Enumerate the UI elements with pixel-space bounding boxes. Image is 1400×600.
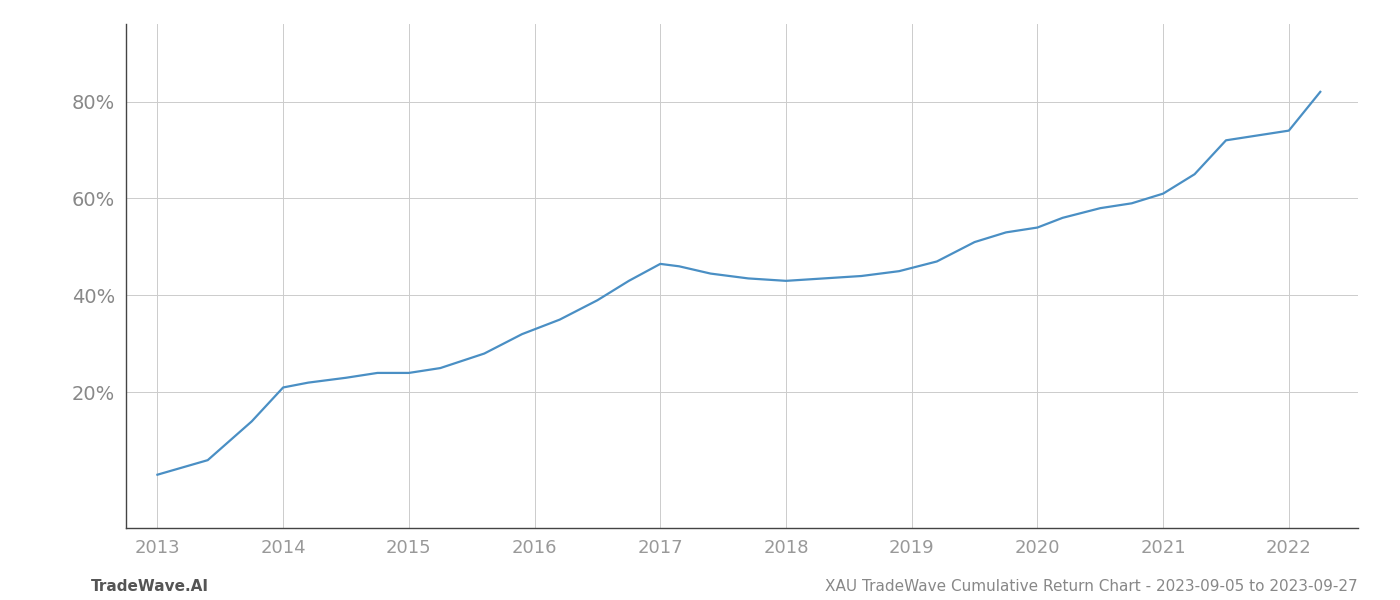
Text: TradeWave.AI: TradeWave.AI	[91, 579, 209, 594]
Text: XAU TradeWave Cumulative Return Chart - 2023-09-05 to 2023-09-27: XAU TradeWave Cumulative Return Chart - …	[826, 579, 1358, 594]
